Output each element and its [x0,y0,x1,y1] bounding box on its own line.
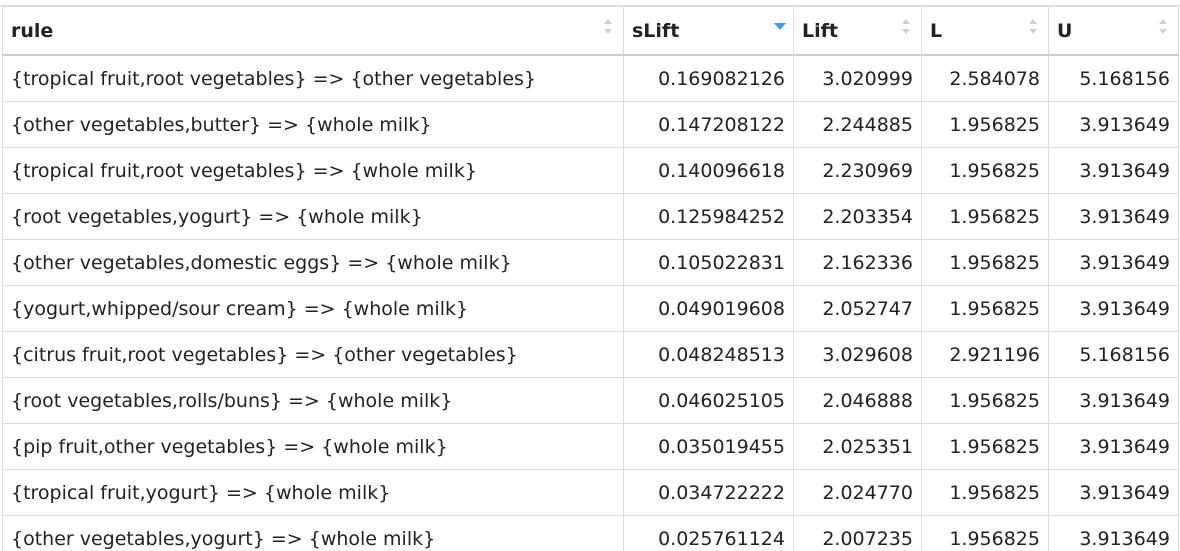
cell-slift: 0.046025105 [624,378,794,424]
cell-slift: 0.034722222 [624,470,794,516]
cell-lift: 2.007235 [794,516,922,551]
cell-slift: 0.049019608 [624,286,794,332]
cell-lift: 2.203354 [794,194,922,240]
cell-lift: 2.244885 [794,102,922,148]
sort-icon[interactable] [901,16,911,38]
cell-rule: {yogurt,whipped/sour cream} => {whole mi… [3,286,624,332]
cell-rule: {other vegetables,butter} => {whole milk… [3,102,624,148]
cell-l: 1.956825 [922,102,1049,148]
cell-slift: 0.125984252 [624,194,794,240]
cell-u: 3.913649 [1049,148,1179,194]
cell-u: 3.913649 [1049,286,1179,332]
cell-lift: 2.162336 [794,240,922,286]
table-row[interactable]: {other vegetables,butter} => {whole milk… [3,102,1179,148]
column-header-u[interactable]: U [1049,7,1179,56]
cell-u: 5.168156 [1049,55,1179,102]
cell-u: 3.913649 [1049,194,1179,240]
cell-rule: {citrus fruit,root vegetables} => {other… [3,332,624,378]
column-header-l[interactable]: L [922,7,1049,56]
cell-rule: {tropical fruit,root vegetables} => {oth… [3,55,624,102]
cell-lift: 2.046888 [794,378,922,424]
cell-slift: 0.035019455 [624,424,794,470]
table-row[interactable]: {other vegetables,yogurt} => {whole milk… [3,516,1179,551]
cell-rule: {other vegetables,yogurt} => {whole milk… [3,516,624,551]
cell-u: 3.913649 [1049,516,1179,551]
column-header-label: Lift [802,20,838,42]
table-row[interactable]: {pip fruit,other vegetables} => {whole m… [3,424,1179,470]
table-row[interactable]: {yogurt,whipped/sour cream} => {whole mi… [3,286,1179,332]
table-row[interactable]: {root vegetables,yogurt} => {whole milk}… [3,194,1179,240]
cell-slift: 0.105022831 [624,240,794,286]
column-header-label: sLift [632,20,679,42]
cell-l: 1.956825 [922,470,1049,516]
cell-l: 1.956825 [922,240,1049,286]
cell-lift: 2.230969 [794,148,922,194]
cell-rule: {tropical fruit,yogurt} => {whole milk} [3,470,624,516]
cell-slift: 0.140096618 [624,148,794,194]
column-header-label: rule [11,20,53,42]
cell-u: 5.168156 [1049,332,1179,378]
cell-rule: {other vegetables,domestic eggs} => {who… [3,240,624,286]
table-row[interactable]: {other vegetables,domestic eggs} => {who… [3,240,1179,286]
cell-l: 1.956825 [922,194,1049,240]
column-header-lift[interactable]: Lift [794,7,922,56]
cell-l: 1.956825 [922,148,1049,194]
cell-slift: 0.025761124 [624,516,794,551]
cell-lift: 2.025351 [794,424,922,470]
data-table-container[interactable]: rule sLift Lift L U [0,5,1180,551]
cell-rule: {pip fruit,other vegetables} => {whole m… [3,424,624,470]
sort-icon[interactable] [1158,16,1168,38]
table-row[interactable]: {citrus fruit,root vegetables} => {other… [3,332,1179,378]
header-row: rule sLift Lift L U [3,7,1179,56]
cell-rule: {tropical fruit,root vegetables} => {who… [3,148,624,194]
column-header-label: L [930,20,942,42]
cell-slift: 0.048248513 [624,332,794,378]
cell-lift: 2.052747 [794,286,922,332]
sort-icon[interactable] [603,16,613,38]
sort-icon[interactable] [1028,16,1038,38]
column-header-slift[interactable]: sLift [624,7,794,56]
cell-lift: 2.024770 [794,470,922,516]
rules-table: rule sLift Lift L U [2,6,1179,551]
cell-rule: {root vegetables,rolls/buns} => {whole m… [3,378,624,424]
cell-slift: 0.169082126 [624,55,794,102]
table-row[interactable]: {tropical fruit,root vegetables} => {oth… [3,55,1179,102]
column-header-rule[interactable]: rule [3,7,624,56]
cell-u: 3.913649 [1049,102,1179,148]
cell-u: 3.913649 [1049,424,1179,470]
table-row[interactable]: {tropical fruit,yogurt} => {whole milk} … [3,470,1179,516]
cell-slift: 0.147208122 [624,102,794,148]
cell-rule: {root vegetables,yogurt} => {whole milk} [3,194,624,240]
cell-u: 3.913649 [1049,470,1179,516]
cell-u: 3.913649 [1049,240,1179,286]
table-row[interactable]: {tropical fruit,root vegetables} => {who… [3,148,1179,194]
cell-l: 2.584078 [922,55,1049,102]
cell-l: 1.956825 [922,286,1049,332]
cell-l: 1.956825 [922,516,1049,551]
sort-descending-icon[interactable] [773,16,783,38]
table-row[interactable]: {root vegetables,rolls/buns} => {whole m… [3,378,1179,424]
cell-l: 1.956825 [922,378,1049,424]
cell-u: 3.913649 [1049,378,1179,424]
cell-lift: 3.020999 [794,55,922,102]
cell-l: 2.921196 [922,332,1049,378]
column-header-label: U [1057,20,1072,42]
cell-lift: 3.029608 [794,332,922,378]
cell-l: 1.956825 [922,424,1049,470]
